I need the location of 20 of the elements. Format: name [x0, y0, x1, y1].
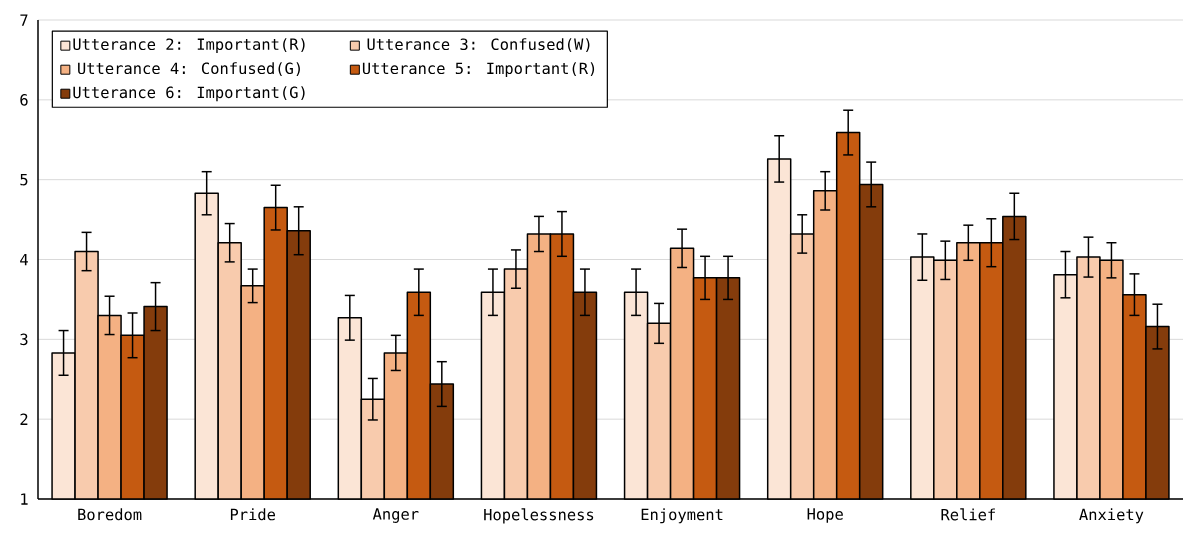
legend-label: Utterance 6: Important(G) — [73, 86, 305, 102]
y-tick-label: 1 — [21, 493, 28, 505]
x-tick-label: Hopelessness — [484, 508, 594, 524]
legend-label: Utterance 3: Confused(W) — [367, 38, 590, 52]
y-tick-label: 7 — [20, 14, 28, 26]
x-tick-label: Enjoyment — [641, 508, 723, 524]
x-tick-label: Anger — [372, 508, 419, 523]
y-tick-label: 4 — [20, 253, 28, 266]
legend-label: Utterance 5: Important(R) — [362, 62, 595, 78]
y-tick-label: 2 — [20, 413, 28, 425]
legend-label: Utterance 4: Confused(G) — [78, 62, 300, 76]
x-tick-label: Anxiety — [1079, 508, 1144, 524]
y-tick-label: 6 — [20, 94, 28, 106]
y-tick-label: 3 — [20, 333, 28, 346]
x-tick-label: Relief — [941, 508, 995, 521]
x-tick-label: Boredom — [78, 508, 142, 521]
x-tick-label: Pride — [230, 508, 276, 521]
x-tick-label: Hope — [807, 508, 843, 523]
legend-label: Utterance 2: Important(R) — [73, 38, 305, 54]
y-tick-label: 5 — [20, 173, 28, 186]
